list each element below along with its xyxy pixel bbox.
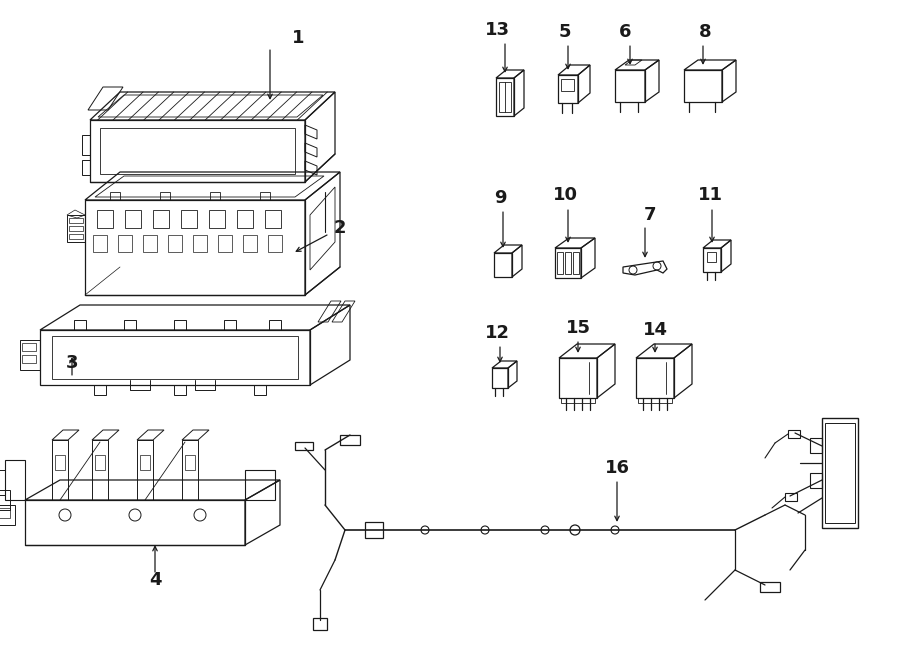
Text: 10: 10 bbox=[553, 186, 578, 204]
Text: 4: 4 bbox=[148, 571, 161, 589]
Text: 16: 16 bbox=[605, 459, 629, 477]
Text: 9: 9 bbox=[494, 189, 506, 207]
Text: 7: 7 bbox=[644, 206, 656, 224]
Text: 12: 12 bbox=[484, 324, 509, 342]
Text: 3: 3 bbox=[66, 354, 78, 372]
Text: 11: 11 bbox=[698, 186, 723, 204]
Text: 13: 13 bbox=[484, 21, 509, 39]
Text: 6: 6 bbox=[619, 23, 631, 41]
Text: 14: 14 bbox=[643, 321, 668, 339]
Text: 2: 2 bbox=[334, 219, 346, 237]
Text: 8: 8 bbox=[698, 23, 711, 41]
Text: 15: 15 bbox=[565, 319, 590, 337]
Text: 5: 5 bbox=[559, 23, 572, 41]
Text: 1: 1 bbox=[292, 29, 304, 47]
